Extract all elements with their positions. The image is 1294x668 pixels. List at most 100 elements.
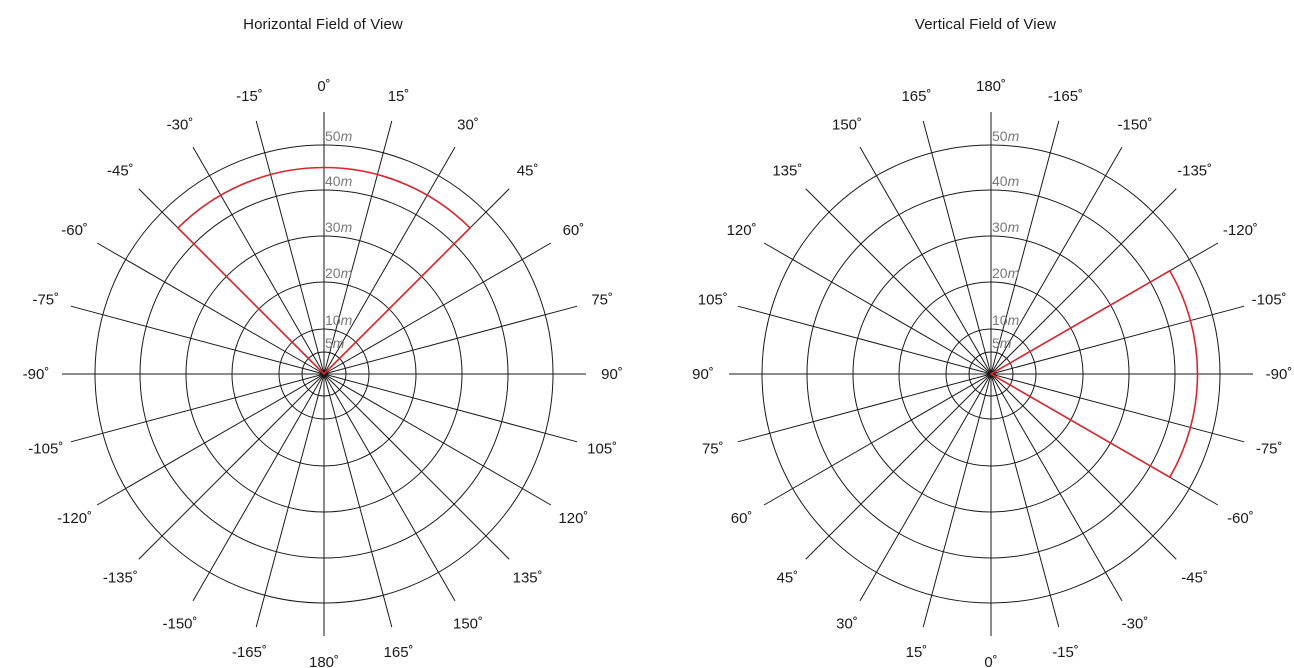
- angle-spoke: [990, 373, 1060, 628]
- angle-tick-label: 45˚: [777, 570, 799, 587]
- angle-spoke: [323, 373, 456, 602]
- angle-spoke: [990, 373, 1177, 560]
- range-label-30m: 30m: [992, 219, 1020, 235]
- angle-tick-label: -75˚: [32, 291, 59, 308]
- angle-spoke: [138, 373, 325, 560]
- range-value: 40: [325, 173, 341, 189]
- range-unit: m: [1008, 312, 1020, 328]
- angle-tick-label: -105˚: [1252, 291, 1287, 308]
- field-of-view-sector: [989, 269, 1199, 479]
- range-unit: m: [1000, 335, 1012, 351]
- angle-spoke: [192, 373, 325, 602]
- range-value: 5: [325, 335, 333, 351]
- angle-spoke: [192, 146, 325, 375]
- angle-tick-label: 45˚: [517, 162, 539, 179]
- angle-tick-label: -45˚: [107, 162, 134, 179]
- angle-tick-label: 105˚: [587, 441, 617, 458]
- range-label-20m: 20m: [325, 265, 353, 281]
- angle-spoke: [859, 146, 992, 375]
- range-value: 10: [325, 312, 341, 328]
- range-unit: m: [1008, 265, 1020, 281]
- field-of-view-sector: [176, 166, 472, 376]
- range-label-40m: 40m: [325, 173, 353, 189]
- angle-tick-label: -165˚: [232, 644, 267, 661]
- angle-tick-label: 90˚: [692, 366, 714, 383]
- range-unit: m: [1008, 173, 1020, 189]
- angle-tick-label: 60˚: [731, 510, 753, 527]
- range-unit: m: [1008, 128, 1020, 144]
- angle-spoke: [323, 146, 456, 375]
- angle-tick-label: 75˚: [702, 441, 724, 458]
- range-label-10m: 10m: [325, 312, 353, 328]
- angle-spoke: [70, 305, 325, 375]
- angle-spoke: [990, 373, 1245, 443]
- range-unit: m: [341, 219, 353, 235]
- angle-spoke: [323, 373, 510, 560]
- angle-tick-label: 180˚: [976, 78, 1006, 95]
- angle-tick-label: 0˚: [317, 78, 330, 95]
- angle-spoke: [70, 373, 325, 443]
- range-unit: m: [341, 128, 353, 144]
- angle-tick-label: -90˚: [23, 366, 50, 383]
- range-label-5m: 5m: [992, 335, 1012, 351]
- range-value: 50: [325, 128, 341, 144]
- angle-tick-label: 90˚: [601, 366, 623, 383]
- angle-spoke: [990, 146, 1123, 375]
- angle-tick-label: 105˚: [698, 291, 728, 308]
- angle-tick-label: -60˚: [61, 222, 88, 239]
- angle-spoke: [805, 188, 992, 375]
- range-label-20m: 20m: [992, 265, 1020, 281]
- angle-spoke: [922, 120, 992, 375]
- angle-tick-label: -60˚: [1227, 510, 1254, 527]
- range-label-50m: 50m: [325, 128, 353, 144]
- angle-spoke: [323, 120, 393, 375]
- angle-tick-label: -120˚: [57, 510, 92, 527]
- horizontal-fov-title: Horizontal Field of View: [243, 16, 403, 33]
- angle-spoke: [737, 373, 992, 443]
- angle-spoke: [737, 305, 992, 375]
- angle-spoke: [255, 120, 325, 375]
- angle-spoke: [805, 373, 992, 560]
- range-value: 30: [325, 219, 341, 235]
- angle-tick-label: -90˚: [1266, 366, 1293, 383]
- angle-spoke: [990, 120, 1060, 375]
- angle-spoke: [96, 242, 325, 375]
- range-value: 40: [992, 173, 1008, 189]
- angle-spoke: [990, 305, 1245, 375]
- angle-tick-label: 15˚: [388, 88, 410, 105]
- angle-tick-label: 135˚: [772, 162, 802, 179]
- angle-tick-label: -75˚: [1256, 441, 1283, 458]
- angle-tick-label: -30˚: [1122, 615, 1149, 632]
- angle-spoke: [323, 373, 393, 628]
- angle-tick-label: -135˚: [1177, 162, 1212, 179]
- angle-tick-label: 15˚: [906, 644, 928, 661]
- angle-tick-label: -120˚: [1223, 222, 1258, 239]
- horizontal-fov-panel: Horizontal Field of View 0˚ 15˚ 30˚ 45˚ 60˚ 7…: [23, 16, 623, 668]
- angle-tick-label: -135˚: [103, 570, 138, 587]
- range-label-50m: 50m: [992, 128, 1020, 144]
- angle-tick-label: 180˚: [309, 654, 339, 668]
- range-unit: m: [341, 173, 353, 189]
- angle-spoke: [763, 373, 992, 506]
- angle-tick-label: 165˚: [901, 88, 931, 105]
- angle-spoke: [763, 242, 992, 375]
- angle-tick-label: -105˚: [28, 441, 63, 458]
- angle-tick-label: 30˚: [836, 615, 858, 632]
- angle-tick-label: -30˚: [167, 117, 194, 134]
- vertical-fov-polar-chart: -90˚ -75˚ -60˚ -45˚ -30˚ -15˚ 0˚ 15˚ 30˚ 45˚ 60˚ 75…: [692, 78, 1293, 668]
- angle-tick-label: 120˚: [558, 510, 588, 527]
- angle-spoke: [990, 188, 1177, 375]
- vertical-fov-title: Vertical Field of View: [914, 16, 1057, 33]
- vertical-fov-panel: Vertical Field of View -90˚ -75˚ -60˚ -45˚ -…: [662, 0, 1294, 668]
- angle-tick-label: -45˚: [1181, 570, 1208, 587]
- angle-tick-label: -15˚: [1052, 644, 1079, 661]
- angle-spoke: [255, 373, 325, 628]
- angle-tick-label: 75˚: [591, 291, 613, 308]
- angle-tick-label: 165˚: [384, 644, 414, 661]
- angle-tick-label: 150˚: [832, 117, 862, 134]
- angle-spoke: [922, 373, 992, 628]
- angle-tick-label: -150˚: [162, 615, 197, 632]
- angle-tick-label: 30˚: [457, 117, 479, 134]
- angle-spoke: [323, 305, 578, 375]
- range-value: 20: [325, 265, 341, 281]
